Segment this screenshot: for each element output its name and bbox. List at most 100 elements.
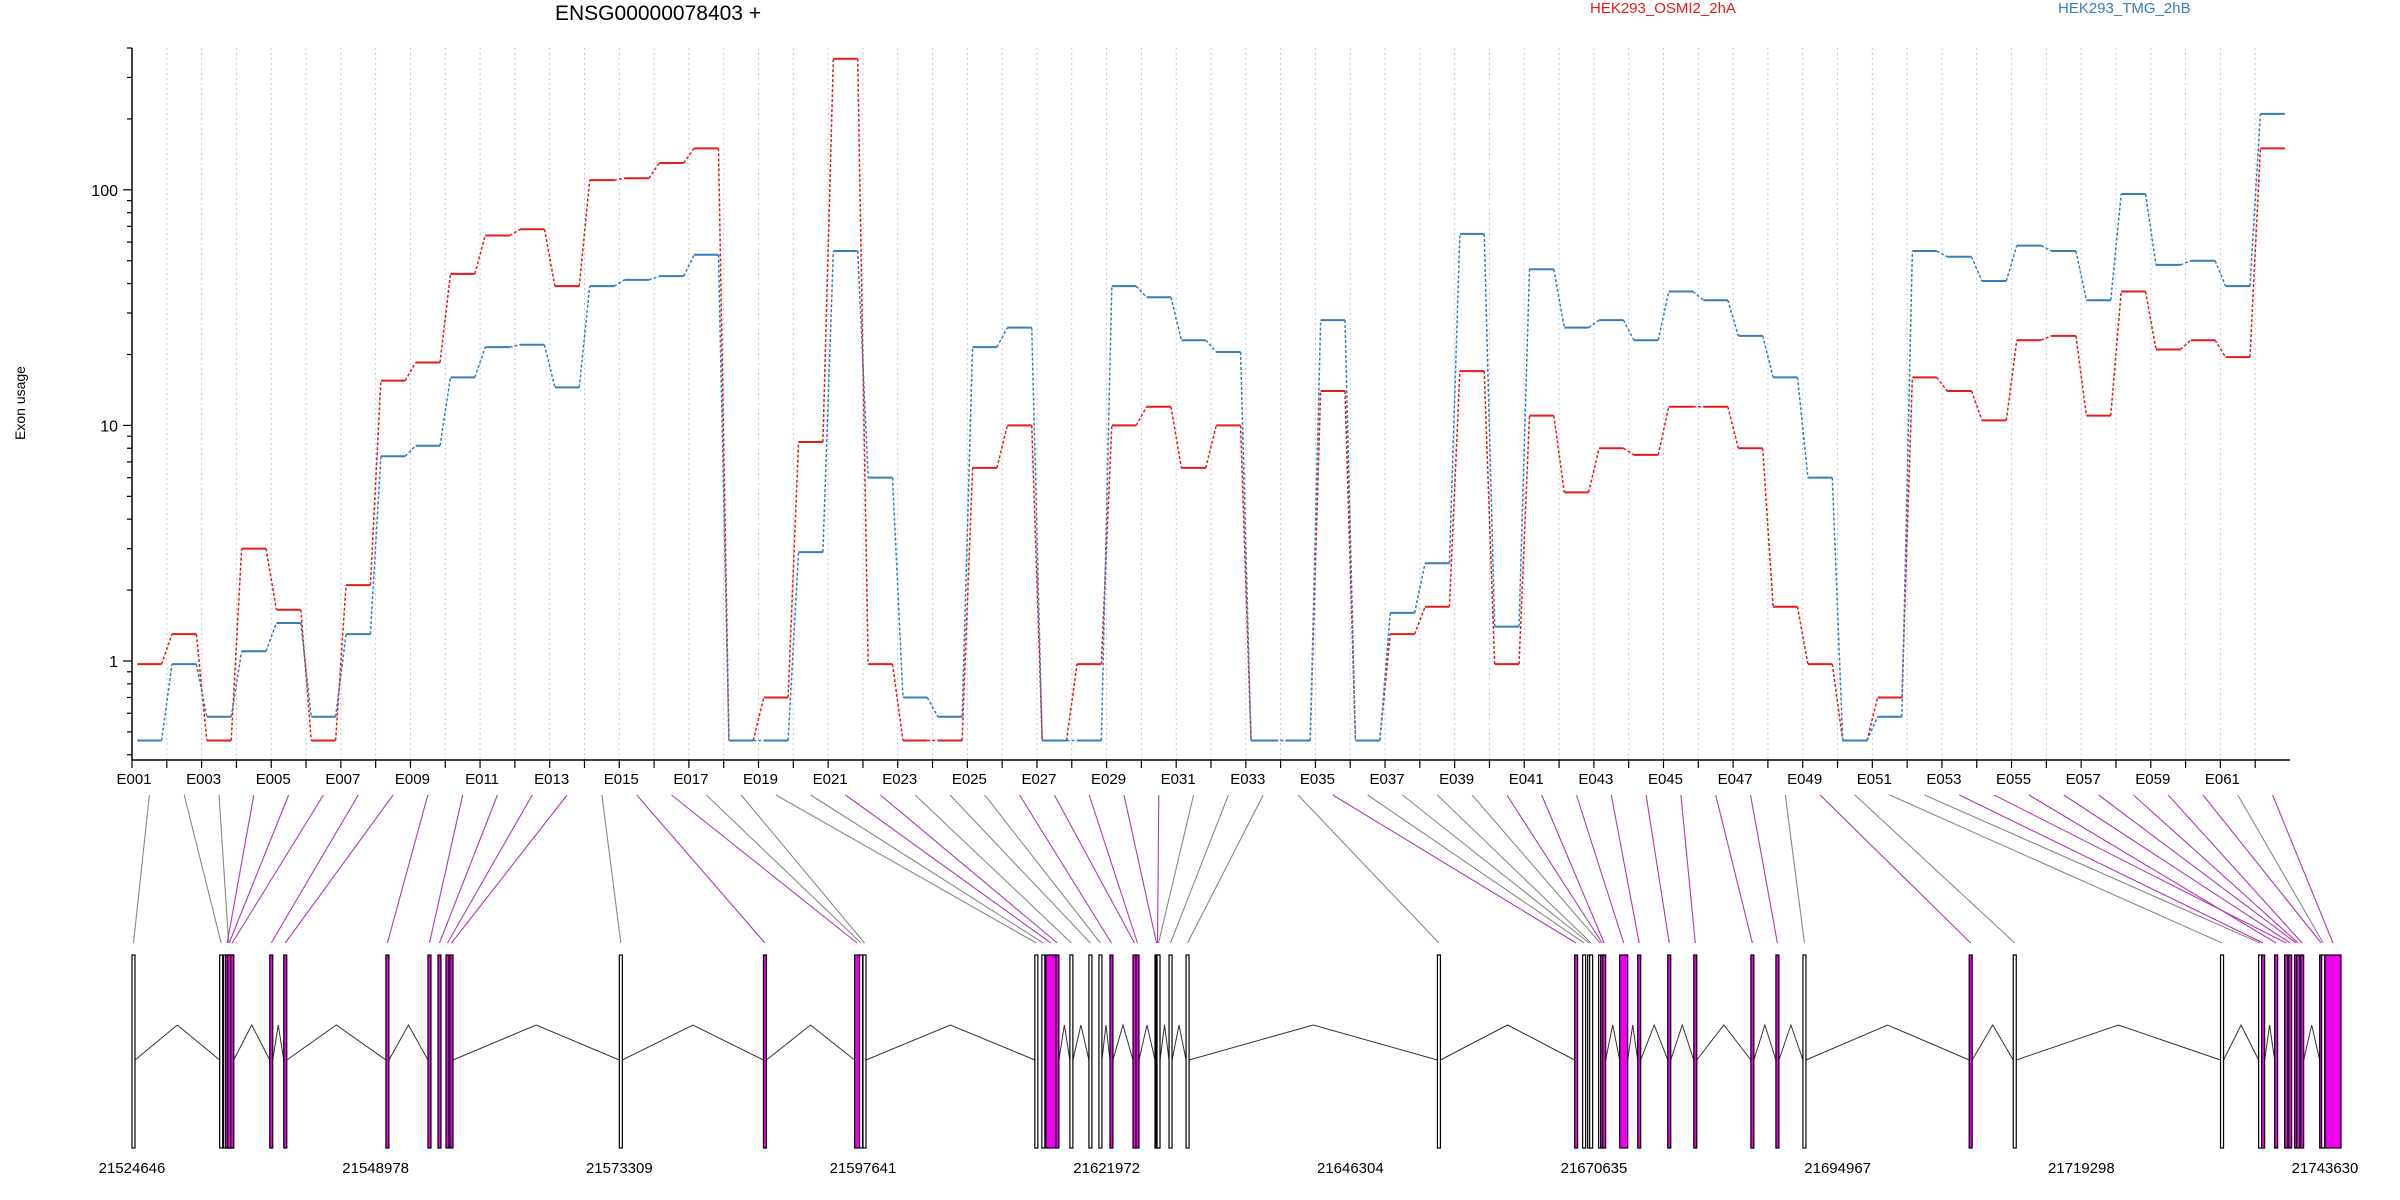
series-2-connector: [1239, 351, 1252, 741]
series-1-connector: [1761, 448, 1774, 607]
intron-line: [1696, 1024, 1752, 1061]
series-2-connector: [1622, 319, 1635, 341]
exon-connector-e003: [218, 794, 230, 944]
exon-connector-e011: [438, 794, 498, 944]
series-2-connector: [717, 254, 730, 741]
x-tick-label-e009: E009: [395, 771, 430, 788]
intron-line: [1072, 1024, 1090, 1061]
series-2-connector: [822, 250, 835, 553]
intron-line: [1188, 1024, 1438, 1061]
exon-box-e050: [2012, 954, 2017, 1149]
exon-box-e008: [283, 954, 288, 1149]
x-tick-label-e035: E035: [1300, 771, 1335, 788]
series-1-connector: [787, 442, 800, 698]
intron-line: [1805, 1024, 1970, 1061]
exon-box-e058: [2296, 954, 2301, 1149]
exon-connector-e035: [1332, 794, 1577, 944]
exon-connector-e052: [1924, 794, 2261, 944]
coordinate-label: 21548978: [342, 1160, 409, 1177]
exon-box-e041: [1602, 954, 1607, 1149]
x-tick-label-e049: E049: [1787, 771, 1822, 788]
series-2-connector: [1761, 335, 1774, 378]
exon-box-e059: [2300, 954, 2305, 1149]
exon-connector-e042: [1575, 794, 1625, 944]
exon-connector-e036: [1367, 794, 1585, 944]
series-2-connector: [1936, 250, 1948, 258]
chart-title: ENSG00000078403 +: [555, 2, 762, 25]
exon-box-e026: [1109, 954, 1114, 1149]
exon-box-e016: [853, 954, 861, 1149]
series-2-connector: [1588, 319, 1600, 329]
series-2-connector: [1309, 320, 1322, 741]
series-2-connector: [2040, 244, 2052, 252]
x-tick-label-e059: E059: [2135, 771, 2170, 788]
series-1-connector: [996, 425, 1009, 469]
series-1-connector: [1970, 390, 1983, 421]
series-2-connector: [787, 552, 800, 741]
exon-box-e034: [1436, 954, 1442, 1149]
exon-connector-e039: [1471, 794, 1601, 944]
exon-connector-e056: [2063, 794, 2291, 944]
x-tick-label-e051: E051: [1857, 771, 1892, 788]
exon-box-e011: [437, 954, 442, 1149]
series-2-connector: [404, 445, 417, 457]
exon-connector-e013: [451, 794, 568, 944]
exon-connector-e012: [447, 794, 533, 944]
x-tick-label-e013: E013: [534, 771, 569, 788]
coordinate-label: 21646304: [1317, 1160, 1384, 1177]
series-1-connector: [160, 633, 173, 665]
coordinate-label: 21719298: [2048, 1160, 2115, 1177]
exon-box-e021: [1045, 954, 1057, 1149]
exon-connector-e061: [2237, 794, 2324, 944]
x-tick-label-e057: E057: [2066, 771, 2101, 788]
exon-box-e042: [1619, 954, 1629, 1149]
exon-box-e028: [1135, 954, 1140, 1149]
exon-connector-e024: [949, 794, 1091, 944]
exon-connector-e054: [1993, 794, 2287, 944]
exon-connector-e028: [1088, 794, 1139, 944]
exon-connector-e046: [1715, 794, 1753, 944]
exon-box-e061: [2321, 954, 2326, 1149]
exon-box-e024: [1088, 954, 1093, 1149]
series-2-connector: [1970, 256, 1983, 282]
x-tick-label-e019: E019: [743, 771, 778, 788]
series-2-connector: [300, 622, 312, 717]
intron-line: [1627, 1024, 1639, 1061]
x-tick-label-e027: E027: [1021, 771, 1056, 788]
y-tick-label: 1: [109, 654, 118, 671]
coordinate-label: 21597641: [830, 1160, 897, 1177]
exon-connector-e014: [601, 794, 622, 944]
series-2-connector: [1170, 297, 1183, 341]
x-tick-label-e055: E055: [1996, 771, 2031, 788]
series-1-connector: [2109, 291, 2122, 416]
exon-box-e007: [269, 954, 274, 1149]
exon-connector-e010: [428, 794, 464, 944]
exon-connector-e053: [1959, 794, 2264, 944]
intron-line: [286, 1024, 387, 1061]
exon-box-e053: [2261, 954, 2266, 1149]
intron-line: [2264, 1024, 2276, 1061]
series-1-connector: [1587, 448, 1600, 493]
exon-box-e001: [131, 954, 136, 1149]
series-1-connector: [265, 548, 278, 610]
series-1-connector: [1170, 406, 1183, 469]
series-1-connector: [1796, 606, 1809, 665]
x-tick-label-e037: E037: [1370, 771, 1405, 788]
intron-line: [233, 1023, 271, 1061]
exon-connector-e058: [2133, 794, 2299, 944]
series-1-connector: [648, 162, 660, 179]
exon-box-e056: [2288, 954, 2293, 1149]
series-2-connector: [683, 254, 695, 277]
series-2-connector: [1205, 339, 1217, 353]
exon-connector-e019: [775, 794, 1037, 944]
exon-box-e032: [1168, 954, 1173, 1149]
exon-connector-e015: [636, 794, 766, 944]
x-tick-label-e033: E033: [1230, 771, 1265, 788]
x-tick-label-e031: E031: [1161, 771, 1196, 788]
exon-connector-e020: [810, 794, 1044, 944]
exon-connector-e031: [1157, 794, 1195, 944]
exon-box-e035: [1574, 954, 1579, 1149]
exon-connector-e051: [1889, 794, 2223, 944]
exon-connector-e047: [1749, 794, 1778, 944]
x-tick-label-e023: E023: [882, 771, 917, 788]
